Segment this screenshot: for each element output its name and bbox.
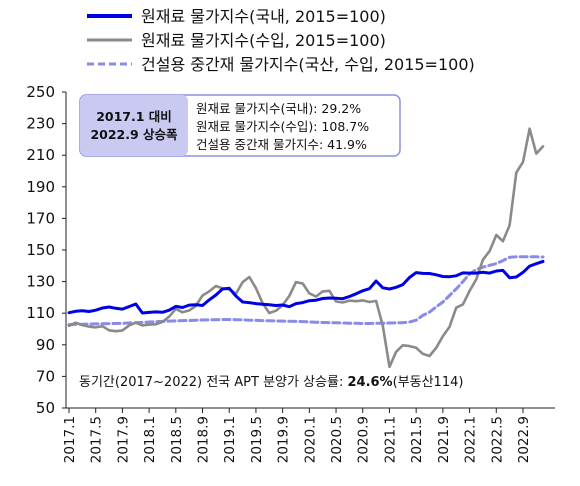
x-tick-label: 2018.9: [196, 416, 212, 463]
footer-prefix: 동기간(2017~2022) 전국 APT 분양가 상승률:: [79, 375, 347, 390]
footer-value: 24.6%: [347, 375, 392, 390]
x-tick-label: 2017.1: [62, 416, 78, 463]
y-tick-label: 130: [26, 273, 55, 291]
x-tick-label: 2022.1: [463, 416, 479, 463]
x-tick-label: 2019.1: [222, 416, 238, 463]
x-tick-label: 2017.5: [89, 416, 105, 463]
annotation-line-construction: 건설용 중간재 물가지수: 41.9%: [196, 137, 367, 152]
y-tick-label: 50: [36, 399, 55, 417]
x-ticks: 2017.1 2017.5 2017.9 2018.1 2018.5 2018.9 2019…: [62, 408, 532, 463]
annotation-box: 2017.1 대비 2022.9 상승폭 원재료 물가지수(국내): 29.2%…: [79, 94, 401, 157]
y-tick-label: 110: [26, 304, 55, 322]
y-tick-label: 90: [36, 336, 55, 354]
x-tick-label: 2020.9: [356, 416, 372, 463]
legend-label-construction: 건설용 중간재 물가지수(국산, 수입, 2015=100): [141, 55, 475, 74]
legend-label-domestic: 원재료 물가지수(국내, 2015=100): [141, 7, 386, 26]
x-tick-label: 2021.5: [409, 416, 425, 463]
annotation-title-line1: 2017.1 대비: [96, 109, 172, 124]
series-line-domestic: [67, 259, 545, 315]
x-tick-label: 2021.1: [382, 416, 398, 463]
x-tick-label: 2017.9: [115, 416, 131, 463]
series-lines: [67, 127, 545, 369]
y-tick-label: 170: [26, 209, 55, 227]
y-tick-label: 150: [26, 241, 55, 259]
x-tick-label: 2021.9: [436, 416, 452, 463]
y-tick-label: 190: [26, 178, 55, 196]
y-tick-label: 230: [26, 115, 55, 133]
x-tick-label: 2019.5: [249, 416, 265, 463]
legend: 원재료 물가지수(국내, 2015=100) 원재료 물가지수(수입, 2015…: [87, 7, 475, 74]
series-line-construction: [67, 255, 545, 327]
annotation-line-import: 원재료 물가지수(수입): 108.7%: [196, 119, 369, 134]
annotation-title-bg: [80, 95, 188, 156]
x-tick-label: 2022.9: [516, 416, 532, 463]
y-tick-label: 70: [36, 367, 55, 385]
x-tick-label: 2022.5: [489, 416, 505, 463]
annotation-title-line2: 2022.9 상승폭: [90, 127, 178, 142]
x-tick-label: 2018.1: [142, 416, 158, 463]
annotation-line-domestic: 원재료 물가지수(국내): 29.2%: [196, 101, 361, 116]
y-tick-label: 250: [26, 83, 55, 101]
x-tick-label: 2020.1: [302, 416, 318, 463]
series-line-import: [67, 127, 545, 369]
legend-label-import: 원재료 물가지수(수입, 2015=100): [141, 31, 386, 50]
footer-note: 동기간(2017~2022) 전국 APT 분양가 상승률: 24.6%(부동산…: [79, 375, 463, 390]
x-tick-label: 2019.9: [276, 416, 292, 463]
footer-suffix: (부동산114): [393, 375, 464, 390]
y-tick-label: 210: [26, 146, 55, 164]
x-tick-label: 2018.5: [169, 416, 185, 463]
y-ticks: 50 70 90 110 130 150 170 190 210 230 250: [26, 83, 66, 417]
x-tick-label: 2020.5: [329, 416, 345, 463]
